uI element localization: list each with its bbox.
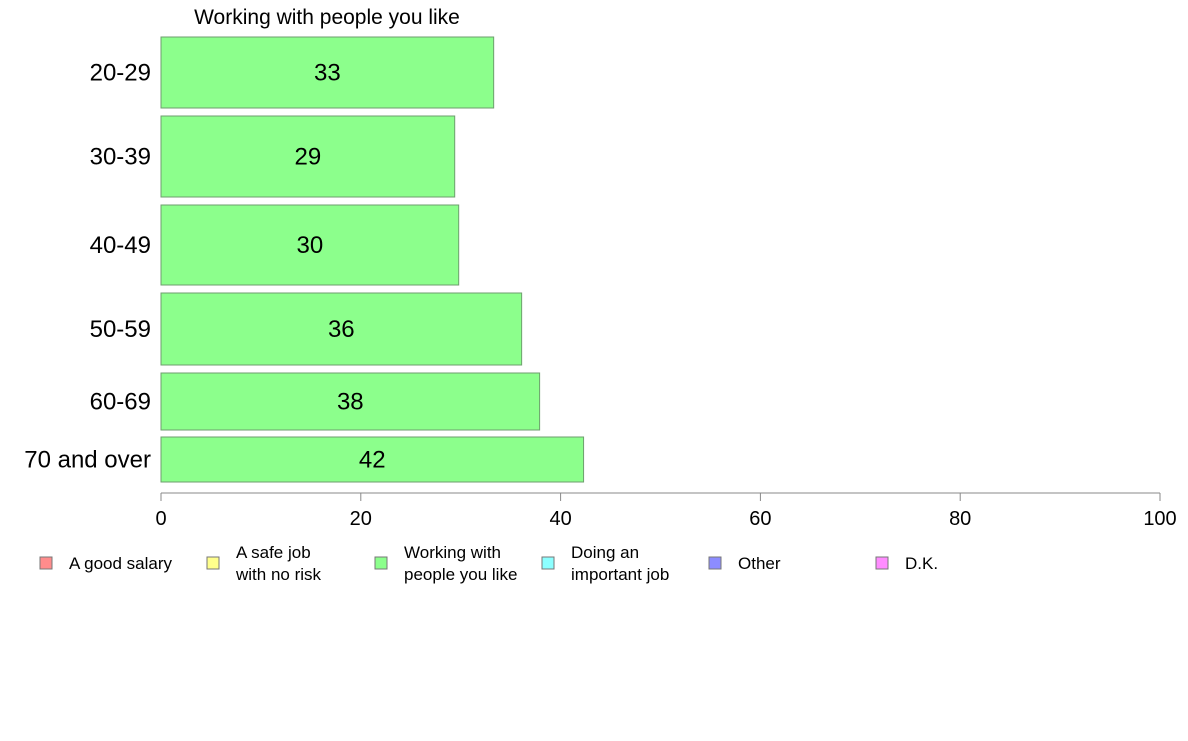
legend-label: with no risk xyxy=(235,565,322,584)
legend-label: A safe job xyxy=(236,543,311,562)
legend-swatch xyxy=(374,556,388,570)
category-label: 60-69 xyxy=(90,389,151,416)
bar xyxy=(160,36,495,109)
category-label: 70 and over xyxy=(24,447,151,474)
legend-label: Other xyxy=(738,554,781,573)
legend-label: people you like xyxy=(404,565,517,584)
legend-label: D.K. xyxy=(905,554,938,573)
bar-value-label: 38 xyxy=(337,389,364,416)
bar-value-label: 30 xyxy=(296,232,323,259)
legend-swatch xyxy=(541,556,555,570)
legend-swatch xyxy=(206,556,220,570)
bar xyxy=(160,204,460,286)
x-tick-label: 40 xyxy=(549,508,571,530)
bar xyxy=(160,436,585,483)
x-axis: 0 20 40 60 80 100 xyxy=(155,492,1177,530)
x-tick-label: 0 xyxy=(155,508,166,530)
category-label: 40-49 xyxy=(90,232,151,259)
legend-label: Working with xyxy=(404,543,501,562)
x-tick-label: 80 xyxy=(949,508,971,530)
legend-swatch xyxy=(39,556,53,570)
category-label: 50-59 xyxy=(90,316,151,343)
bar-value-label: 42 xyxy=(359,447,386,474)
x-tick-label: 60 xyxy=(749,508,771,530)
bar xyxy=(160,292,523,366)
chart-title: Working with people you like xyxy=(194,6,460,29)
legend-swatch xyxy=(708,556,722,570)
bar xyxy=(160,372,541,431)
bar-value-label: 36 xyxy=(328,316,355,343)
legend-swatch xyxy=(875,556,889,570)
bar-value-label: 33 xyxy=(314,60,341,87)
x-tick-label: 20 xyxy=(350,508,372,530)
bar xyxy=(160,115,456,198)
bars-layer: 33 20-29 29 30-39 30 40-49 36 50-59 38 60-69 42 70 … xyxy=(24,36,585,483)
category-label: 30-39 xyxy=(90,144,151,171)
legend-label: Doing an xyxy=(571,543,639,562)
legend-label: A good salary xyxy=(69,554,173,573)
bar-value-label: 29 xyxy=(295,144,322,171)
x-tick-label: 100 xyxy=(1143,508,1176,530)
legend-label: important job xyxy=(571,565,669,584)
category-label: 20-29 xyxy=(90,60,151,87)
legend: A good salary A safe job with no risk Worki… xyxy=(39,543,938,584)
